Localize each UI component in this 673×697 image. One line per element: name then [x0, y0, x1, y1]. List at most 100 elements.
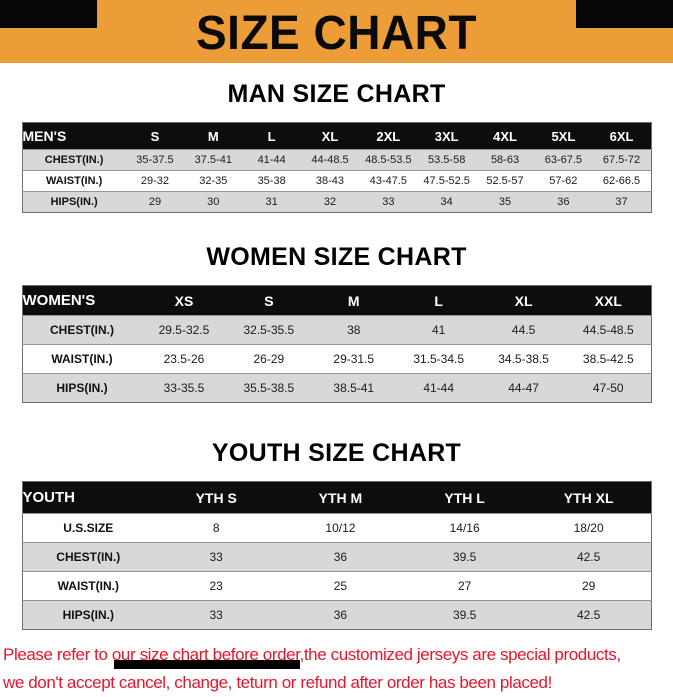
youth-size-table: YOUTH YTH S YTH M YTH L YTH XL U.S.SIZE 8 10/12… [21, 481, 652, 630]
size-column-header: S [125, 122, 185, 150]
size-value: 38.5-42.5 [566, 344, 651, 374]
size-value: 32-35 [184, 170, 243, 192]
size-value: 48.5-53.5 [359, 149, 418, 171]
row-label: WAIST(IN.) [22, 344, 142, 374]
row-label: HIPS(IN.) [22, 191, 126, 213]
size-value: 10/12 [278, 513, 403, 543]
size-value: 42.5 [526, 600, 651, 630]
row-label: HIPS(IN.) [22, 373, 142, 403]
size-value: 58-63 [475, 149, 535, 171]
women-section-heading: WOMEN SIZE CHART [206, 243, 467, 271]
size-value: 32.5-35.5 [226, 315, 312, 345]
table-corner-header: WOMEN'S [22, 285, 142, 316]
size-column-header: XL [481, 285, 567, 316]
row-label: WAIST(IN.) [22, 571, 155, 601]
size-value: 62-66.5 [592, 170, 651, 192]
page-title: SIZE CHART [196, 4, 477, 59]
size-value: 23 [154, 571, 279, 601]
order-note-line2: we don't accept cancel, change, teturn o… [3, 673, 552, 692]
size-column-header: M [184, 122, 243, 150]
size-value: 35 [475, 191, 535, 213]
men-section-heading: MAN SIZE CHART [227, 80, 446, 108]
order-note-line1: Please refer to our size chart before or… [3, 645, 621, 664]
size-value: 67.5-72 [592, 149, 651, 171]
banner: SIZE CHART [0, 0, 673, 63]
size-value: 36 [278, 542, 403, 572]
size-value: 39.5 [402, 600, 527, 630]
table-row: CHEST(IN.) 35-37.5 37.5-41 41-44 44-48.5 48.5… [22, 149, 651, 171]
size-value: 42.5 [526, 542, 651, 572]
row-label: WAIST(IN.) [22, 170, 126, 192]
size-value: 33 [359, 191, 418, 213]
table-row: WAIST(IN.) 23 25 27 29 [22, 571, 651, 601]
size-value: 31.5-34.5 [396, 344, 482, 374]
size-column-header: 4XL [475, 122, 535, 150]
table-row: HIPS(IN.) 33-35.5 35.5-38.5 38.5-41 41-44 44-… [22, 373, 651, 403]
table-header-row: YOUTH YTH S YTH M YTH L YTH XL [22, 481, 651, 514]
size-column-header: L [242, 122, 301, 150]
size-value: 23.5-26 [141, 344, 227, 374]
row-label: U.S.SIZE [22, 513, 155, 543]
size-value: 30 [184, 191, 243, 213]
banner-corner-left-block [0, 0, 97, 28]
table-row: HIPS(IN.) 29 30 31 32 33 34 35 36 37 [22, 191, 651, 213]
size-value: 33 [154, 542, 279, 572]
size-value: 26-29 [226, 344, 312, 374]
size-value: 39.5 [402, 542, 527, 572]
size-column-header: YTH M [278, 481, 403, 514]
youth-section-heading: YOUTH SIZE CHART [211, 439, 462, 467]
size-value: 52.5-57 [475, 170, 535, 192]
size-value: 37.5-41 [184, 149, 243, 171]
table-row: CHEST(IN.) 33 36 39.5 42.5 [22, 542, 651, 572]
size-value: 33-35.5 [141, 373, 227, 403]
size-column-header: XS [141, 285, 227, 316]
women-size-table: WOMEN'S XS S M L XL XXL CHEST(IN.) 29.5-32.5 32.5… [21, 285, 652, 403]
size-value: 34.5-38.5 [481, 344, 567, 374]
size-value: 41 [396, 315, 482, 345]
size-value: 18/20 [526, 513, 651, 543]
size-value: 41-44 [396, 373, 482, 403]
row-label: CHEST(IN.) [22, 542, 155, 572]
size-value: 31 [242, 191, 301, 213]
size-value: 37 [592, 191, 651, 213]
size-value: 57-62 [534, 170, 593, 192]
size-value: 34 [417, 191, 476, 213]
size-value: 29 [125, 191, 185, 213]
size-value: 8 [154, 513, 279, 543]
size-column-header: 2XL [359, 122, 418, 150]
size-column-header: XL [300, 122, 360, 150]
size-value: 29-32 [125, 170, 185, 192]
row-label: CHEST(IN.) [22, 149, 126, 171]
size-value: 36 [278, 600, 403, 630]
size-value: 32 [300, 191, 360, 213]
row-label: CHEST(IN.) [22, 315, 142, 345]
size-value: 25 [278, 571, 403, 601]
size-column-header: YTH L [402, 481, 527, 514]
size-value: 41-44 [242, 149, 301, 171]
size-value: 38.5-41 [311, 373, 397, 403]
men-size-table: MEN'S S M L XL 2XL 3XL 4XL 5XL 6XL CHEST(IN.) 35-37… [21, 122, 652, 213]
table-row: CHEST(IN.) 29.5-32.5 32.5-35.5 38 41 44.5 44.5… [22, 315, 651, 345]
size-value: 29.5-32.5 [141, 315, 227, 345]
row-label: HIPS(IN.) [22, 600, 155, 630]
size-column-header: 3XL [417, 122, 476, 150]
size-value: 36 [534, 191, 593, 213]
size-value: 47.5-52.5 [417, 170, 476, 192]
size-value: 38 [311, 315, 397, 345]
size-column-header: S [226, 285, 312, 316]
size-value: 44.5-48.5 [566, 315, 651, 345]
size-column-header: 5XL [534, 122, 593, 150]
size-value: 44.5 [481, 315, 567, 345]
size-value: 33 [154, 600, 279, 630]
size-value: 35-37.5 [125, 149, 185, 171]
table-corner-header: MEN'S [22, 122, 126, 150]
bottom-black-bar [114, 660, 300, 669]
size-column-header: M [311, 285, 397, 316]
size-column-header: L [396, 285, 482, 316]
size-value: 38-43 [300, 170, 360, 192]
table-header-row: MEN'S S M L XL 2XL 3XL 4XL 5XL 6XL [22, 122, 651, 150]
size-column-header: XXL [566, 285, 651, 316]
size-value: 29 [526, 571, 651, 601]
size-value: 63-67.5 [534, 149, 593, 171]
